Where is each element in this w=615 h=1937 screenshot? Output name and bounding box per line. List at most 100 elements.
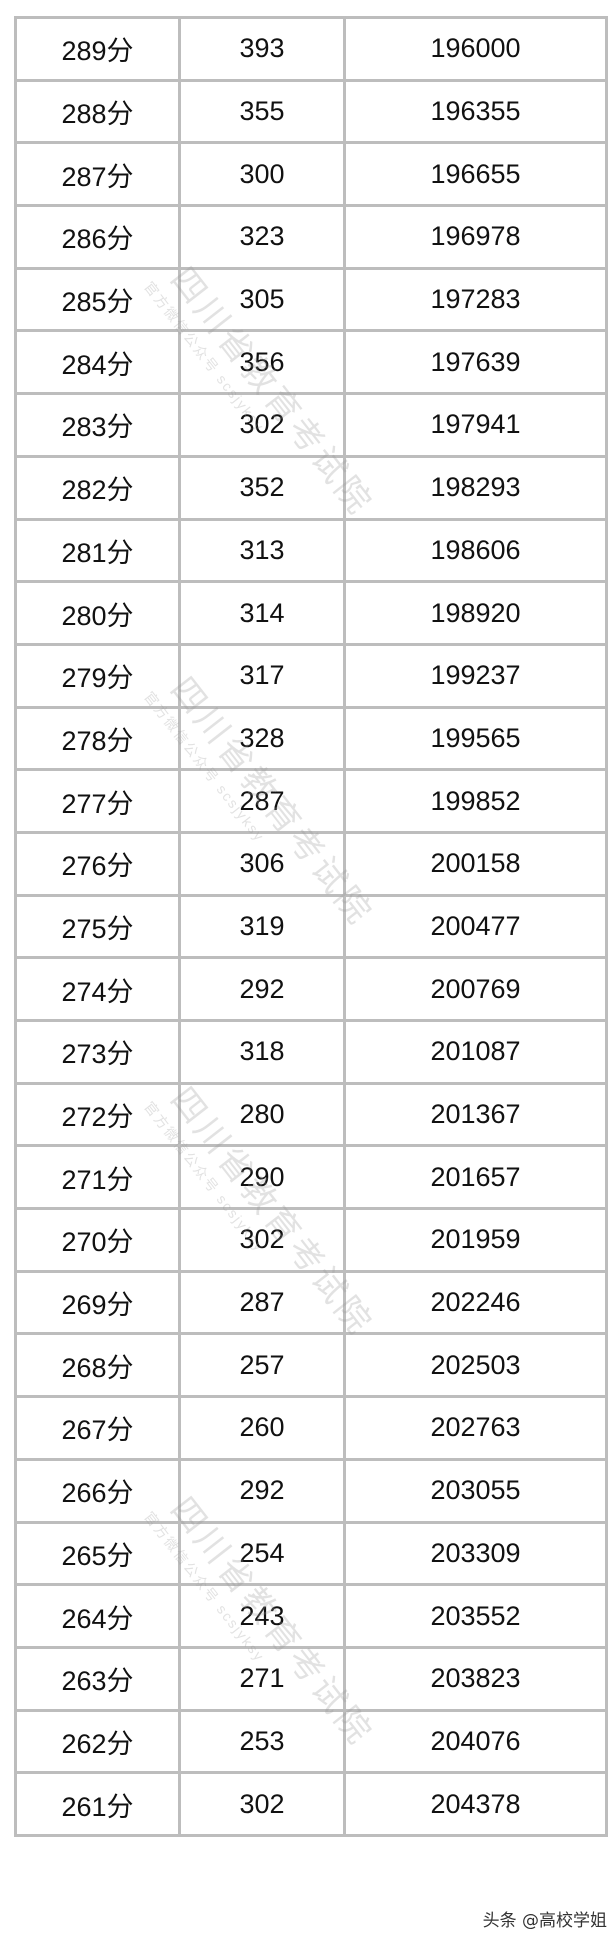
count-cell: 292 — [178, 1457, 346, 1524]
score-value: 284 — [61, 349, 107, 380]
count-cell: 302 — [178, 1207, 346, 1273]
count-cell: 328 — [178, 705, 346, 772]
table-row: 266分 292 203055 — [14, 1457, 608, 1524]
score-value: 271 — [61, 1164, 107, 1195]
score-value: 287 — [61, 161, 107, 192]
cumulative-cell: 202246 — [343, 1269, 608, 1336]
cumulative-cell: 199565 — [343, 705, 608, 772]
score-cell: 266分 — [14, 1457, 181, 1524]
cumulative-cell: 203552 — [343, 1583, 608, 1649]
score-cell: 280分 — [14, 580, 181, 646]
count-cell: 352 — [178, 454, 346, 521]
cumulative-cell: 199237 — [343, 642, 608, 709]
score-cell: 278分 — [14, 705, 181, 772]
table-row: 261分 302 204378 — [14, 1771, 608, 1837]
table-row: 271分 290 201657 — [14, 1144, 608, 1211]
table-row: 267分 260 202763 — [14, 1395, 608, 1461]
count-cell: 302 — [178, 1771, 346, 1837]
score-value: 285 — [61, 287, 107, 318]
score-value: 267 — [61, 1415, 107, 1446]
cumulative-cell: 198606 — [343, 517, 608, 584]
score-cell: 289分 — [14, 16, 181, 82]
cumulative-cell: 203309 — [343, 1520, 608, 1587]
cumulative-cell: 200769 — [343, 956, 608, 1022]
score-value: 286 — [61, 224, 107, 255]
score-cell: 281分 — [14, 517, 181, 584]
score-unit: 分 — [106, 600, 134, 631]
score-value: 273 — [61, 1039, 107, 1070]
score-unit: 分 — [106, 36, 134, 67]
count-cell: 318 — [178, 1019, 346, 1085]
cumulative-cell: 199852 — [343, 768, 608, 834]
cumulative-cell: 202763 — [343, 1395, 608, 1461]
cumulative-cell: 200477 — [343, 893, 608, 960]
cumulative-cell: 200158 — [343, 830, 608, 897]
table-row: 275分 319 200477 — [14, 893, 608, 960]
score-cell: 286分 — [14, 204, 181, 270]
cumulative-cell: 203055 — [343, 1457, 608, 1524]
score-value: 275 — [61, 913, 107, 944]
score-unit: 分 — [106, 1039, 134, 1070]
score-value: 280 — [61, 600, 107, 631]
table-row: 287分 300 196655 — [14, 141, 608, 208]
table-row: 289分 393 196000 — [14, 16, 608, 82]
score-cell: 276分 — [14, 830, 181, 897]
score-cell: 263分 — [14, 1645, 181, 1712]
count-cell: 260 — [178, 1395, 346, 1461]
score-cell: 272分 — [14, 1081, 181, 1148]
score-unit: 分 — [106, 913, 134, 944]
count-cell: 313 — [178, 517, 346, 584]
score-unit: 分 — [106, 1164, 134, 1195]
score-unit: 分 — [106, 1352, 134, 1383]
count-cell: 280 — [178, 1081, 346, 1148]
score-unit: 分 — [106, 224, 134, 255]
score-value: 270 — [61, 1227, 107, 1258]
cumulative-cell: 204076 — [343, 1708, 608, 1775]
cumulative-cell: 198920 — [343, 580, 608, 646]
count-cell: 287 — [178, 768, 346, 834]
score-cell: 262分 — [14, 1708, 181, 1775]
cumulative-cell: 201657 — [343, 1144, 608, 1211]
table-row: 263分 271 203823 — [14, 1645, 608, 1712]
cumulative-cell: 201959 — [343, 1207, 608, 1273]
score-unit: 分 — [106, 788, 134, 819]
score-cell: 261分 — [14, 1771, 181, 1837]
score-cell: 282分 — [14, 454, 181, 521]
table-row: 285分 305 197283 — [14, 266, 608, 333]
score-cell: 288分 — [14, 78, 181, 145]
score-unit: 分 — [106, 161, 134, 192]
count-cell: 355 — [178, 78, 346, 145]
score-value: 266 — [61, 1478, 107, 1509]
table-row: 286分 323 196978 — [14, 204, 608, 270]
table-row: 284分 356 197639 — [14, 329, 608, 396]
score-value: 268 — [61, 1352, 107, 1383]
score-unit: 分 — [106, 663, 134, 694]
score-value: 265 — [61, 1540, 107, 1571]
table-row: 274分 292 200769 — [14, 956, 608, 1022]
score-cell: 275分 — [14, 893, 181, 960]
table-row: 276分 306 200158 — [14, 830, 608, 897]
table-row: 281分 313 198606 — [14, 517, 608, 584]
table-row: 272分 280 201367 — [14, 1081, 608, 1148]
cumulative-cell: 196355 — [343, 78, 608, 145]
cumulative-cell: 204378 — [343, 1771, 608, 1837]
score-value: 263 — [61, 1666, 107, 1697]
cumulative-cell: 202503 — [343, 1332, 608, 1399]
score-cell: 267分 — [14, 1395, 181, 1461]
count-cell: 287 — [178, 1269, 346, 1336]
score-cell: 264分 — [14, 1583, 181, 1649]
count-cell: 271 — [178, 1645, 346, 1712]
table-row: 268分 257 202503 — [14, 1332, 608, 1399]
table-body: 289分 393 196000 288分 355 196355 287分 300 196655 2… — [14, 16, 608, 1837]
score-unit: 分 — [106, 475, 134, 506]
table-row: 273分 318 201087 — [14, 1019, 608, 1085]
score-unit: 分 — [106, 1227, 134, 1258]
score-cell: 274分 — [14, 956, 181, 1022]
score-value: 261 — [61, 1791, 107, 1822]
score-value: 264 — [61, 1603, 107, 1634]
score-cell: 279分 — [14, 642, 181, 709]
score-cell: 268分 — [14, 1332, 181, 1399]
score-value: 278 — [61, 725, 107, 756]
score-cell: 273分 — [14, 1019, 181, 1085]
score-unit: 分 — [106, 976, 134, 1007]
